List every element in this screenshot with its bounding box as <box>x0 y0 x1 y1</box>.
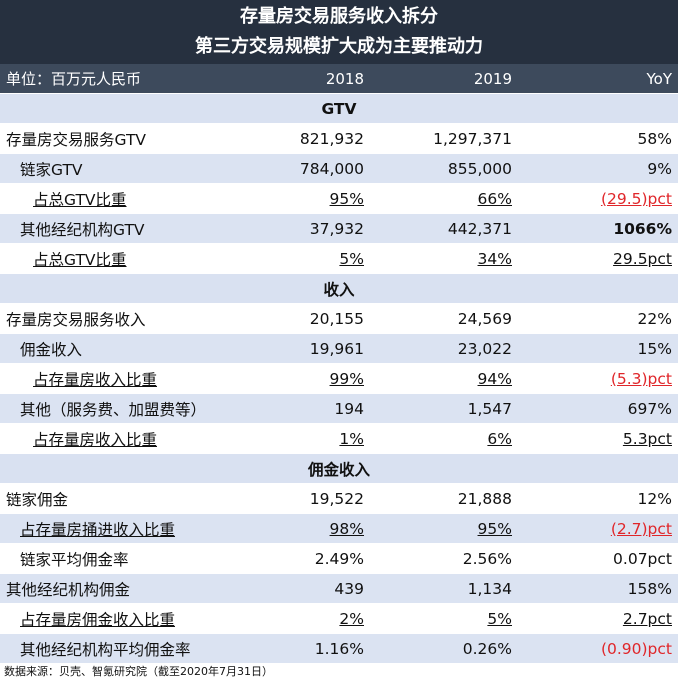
row-label: 占存量房收入比重 <box>33 370 158 389</box>
row-label: 链家佣金 <box>0 483 236 514</box>
row-label: 占存量房佣金收入比重 <box>20 610 176 629</box>
table-row: 其他（服务费、加盟费等） 194 1,547 697% <box>0 393 678 424</box>
value-2018: 821,932 <box>236 123 372 154</box>
value-yoy: 29.5pct <box>613 249 672 268</box>
row-label: 存量房交易服务收入 <box>0 303 236 334</box>
value-2019: 66% <box>477 189 512 208</box>
value-2019: 24,569 <box>372 303 520 334</box>
table-row: 存量房交易服务收入 20,155 24,569 22% <box>0 303 678 334</box>
value-2018: 99% <box>329 369 364 388</box>
section-title: 收入 <box>0 273 678 304</box>
col-header-yoy: YoY <box>520 64 678 94</box>
table-row: 占存量房捅进收入比重 98% 95% (2.7)pct <box>0 513 678 544</box>
value-2019: 95% <box>477 519 512 538</box>
row-label: 其他经纪机构平均佣金率 <box>0 633 236 664</box>
value-yoy: 12% <box>520 483 678 514</box>
value-2019: 21,888 <box>372 483 520 514</box>
value-2019: 23,022 <box>372 333 520 364</box>
row-label: 其他经纪机构佣金 <box>0 573 236 604</box>
row-label: 占总GTV比重 <box>33 250 127 269</box>
row-label: 链家GTV <box>0 153 236 184</box>
value-yoy: 22% <box>520 303 678 334</box>
title-line-1: 存量房交易服务收入拆分 <box>240 6 438 27</box>
value-2019: 34% <box>477 249 512 268</box>
value-yoy: (5.3)pct <box>610 369 672 388</box>
value-2018: 2.49% <box>236 543 372 574</box>
value-2018: 95% <box>329 189 364 208</box>
value-yoy: 58% <box>520 123 678 154</box>
value-yoy: (2.7)pct <box>610 519 672 538</box>
value-2019: 442,371 <box>372 213 520 244</box>
value-2018: 19,522 <box>236 483 372 514</box>
row-label: 占存量房收入比重 <box>33 430 158 449</box>
section-row-gtv: GTV <box>0 93 678 124</box>
revenue-table: 单位：百万元人民币 2018 2019 YoY GTV 存量房交易服务GTV 8… <box>0 64 678 664</box>
table-row: 占存量房收入比重 99% 94% (5.3)pct <box>0 363 678 394</box>
value-2019: 1,134 <box>372 573 520 604</box>
value-2018: 1% <box>339 429 364 448</box>
value-yoy: 9% <box>520 153 678 184</box>
value-2018: 439 <box>236 573 372 604</box>
value-yoy: 5.3pct <box>622 429 672 448</box>
value-2018: 1.16% <box>236 633 372 664</box>
row-label: 存量房交易服务GTV <box>0 123 236 154</box>
value-yoy: 0.07pct <box>520 543 678 574</box>
value-2018: 784,000 <box>236 153 372 184</box>
value-2018: 19,961 <box>236 333 372 364</box>
title-line-2: 第三方交易规模扩大成为主要推动力 <box>195 36 483 57</box>
value-2019: 1,547 <box>372 393 520 424</box>
value-2019: 1,297,371 <box>372 123 520 154</box>
value-yoy: 158% <box>520 573 678 604</box>
value-yoy: 1066% <box>520 213 678 244</box>
table-row: 其他经纪机构佣金 439 1,134 158% <box>0 573 678 604</box>
value-2018: 37,932 <box>236 213 372 244</box>
row-label: 链家平均佣金率 <box>0 543 236 574</box>
section-row-revenue: 收入 <box>0 273 678 304</box>
table-row: 占总GTV比重 95% 66% (29.5)pct <box>0 183 678 214</box>
value-2018: 20,155 <box>236 303 372 334</box>
header-row: 单位：百万元人民币 2018 2019 YoY <box>0 64 678 94</box>
section-title: GTV <box>0 93 678 124</box>
value-2019: 5% <box>487 609 512 628</box>
table-row: 占存量房收入比重 1% 6% 5.3pct <box>0 423 678 454</box>
value-yoy: 2.7pct <box>622 609 672 628</box>
table-row: 链家GTV 784,000 855,000 9% <box>0 153 678 184</box>
value-yoy: (29.5)pct <box>600 189 672 208</box>
unit-label: 单位：百万元人民币 <box>0 64 236 94</box>
section-row-commission: 佣金收入 <box>0 453 678 484</box>
value-yoy: (0.90)pct <box>520 633 678 664</box>
value-2018: 98% <box>329 519 364 538</box>
table-row: 链家平均佣金率 2.49% 2.56% 0.07pct <box>0 543 678 574</box>
value-2019: 2.56% <box>372 543 520 574</box>
value-yoy: 697% <box>520 393 678 424</box>
col-header-2019: 2019 <box>372 64 520 94</box>
table-title: 存量房交易服务收入拆分 第三方交易规模扩大成为主要推动力 <box>0 0 678 64</box>
value-yoy: 15% <box>520 333 678 364</box>
table-row: 存量房交易服务GTV 821,932 1,297,371 58% <box>0 123 678 154</box>
value-2018: 5% <box>339 249 364 268</box>
row-label: 占总GTV比重 <box>33 190 127 209</box>
table-row: 其他经纪机构平均佣金率 1.16% 0.26% (0.90)pct <box>0 633 678 664</box>
section-title: 佣金收入 <box>0 453 678 484</box>
table-row: 佣金收入 19,961 23,022 15% <box>0 333 678 364</box>
value-2019: 0.26% <box>372 633 520 664</box>
value-2019: 6% <box>487 429 512 448</box>
table-row: 其他经纪机构GTV 37,932 442,371 1066% <box>0 213 678 244</box>
value-2019: 855,000 <box>372 153 520 184</box>
value-2019: 94% <box>477 369 512 388</box>
row-label: 其他经纪机构GTV <box>0 213 236 244</box>
row-label: 佣金收入 <box>0 333 236 364</box>
row-label: 占存量房捅进收入比重 <box>20 520 176 539</box>
table-row: 链家佣金 19,522 21,888 12% <box>0 483 678 514</box>
data-source-note: 数据来源：贝壳、智氪研究院（截至2020年7月31日） <box>4 665 273 678</box>
row-label: 其他（服务费、加盟费等） <box>0 393 236 424</box>
value-2018: 194 <box>236 393 372 424</box>
col-header-2018: 2018 <box>236 64 372 94</box>
value-2018: 2% <box>339 609 364 628</box>
table-row: 占存量房佣金收入比重 2% 5% 2.7pct <box>0 603 678 634</box>
table-row: 占总GTV比重 5% 34% 29.5pct <box>0 243 678 274</box>
